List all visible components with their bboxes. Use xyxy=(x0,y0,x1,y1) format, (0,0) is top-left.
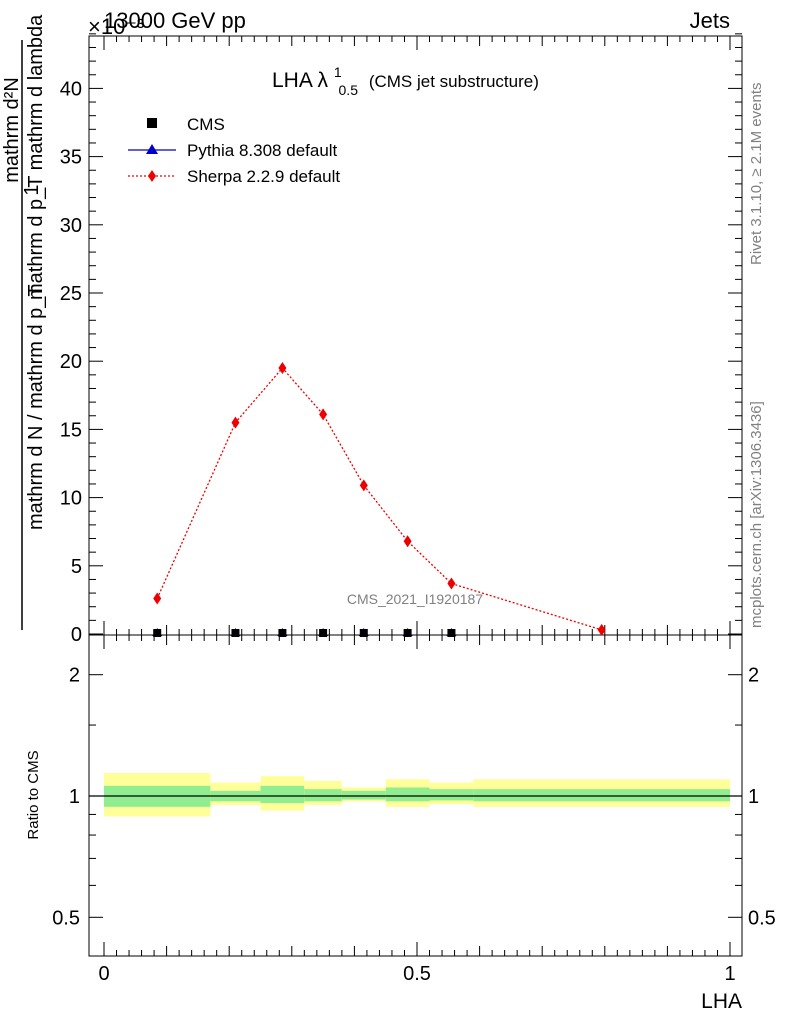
legend-sherpa-label: Sherpa 2.2.9 default xyxy=(187,167,340,186)
band-inner-7 xyxy=(473,789,730,802)
band-inner-4 xyxy=(341,790,386,800)
cms-point xyxy=(319,629,328,637)
ratio-ytick-label-left: 1 xyxy=(69,786,80,808)
ratio-ytick-label-right: 0.5 xyxy=(748,907,776,929)
main-ytick-label: 40 xyxy=(60,78,82,100)
xtick-label: 0.5 xyxy=(403,963,431,985)
cms-point xyxy=(153,629,162,637)
band-inner-3 xyxy=(304,789,342,802)
ylabel-den: mathrm d p_T mathrm d lambda xyxy=(25,14,47,300)
legend-pythia-label: Pythia 8.308 default xyxy=(187,141,338,160)
sherpa-line xyxy=(156,367,602,631)
data-series xyxy=(152,362,606,637)
main-ytick-label: 0 xyxy=(71,624,82,646)
cms-point xyxy=(403,629,412,637)
ratio-bands xyxy=(104,773,730,817)
band-inner-6 xyxy=(429,789,474,801)
sherpa-point xyxy=(447,577,456,590)
watermark: CMS_2021_I1920187 xyxy=(347,591,483,607)
ylabel-num: mathrm d²N xyxy=(1,77,23,183)
axis-ticks: 0 5 10 15 20 25 30 35 40 0 0.5 1 0.5 0.5 1 1 2 2 xyxy=(52,33,776,985)
header-left: 13000 GeV pp xyxy=(104,8,246,33)
ratio-ytick-label-left: 2 xyxy=(69,665,80,687)
ratio-ytick-label-right: 2 xyxy=(748,665,759,687)
cms-point xyxy=(231,629,240,637)
svg-text:LHA λ 1 0.5: LHA λ 1 0.5 (CMS jet substructure) xyxy=(272,59,539,100)
xlabel: LHA xyxy=(701,990,742,1013)
main-ytick-label: 5 xyxy=(71,556,82,578)
legend-cms-marker xyxy=(147,118,157,128)
title-sub: 0.5 xyxy=(339,82,359,98)
cms-point xyxy=(278,629,287,637)
sherpa-point xyxy=(319,408,328,421)
sherpa-point xyxy=(359,479,368,492)
exponent-label: ×10⁻³ xyxy=(88,14,144,39)
xtick-label: 0 xyxy=(98,963,109,985)
main-ytick-label: 35 xyxy=(60,147,82,169)
ratio-ylabel: Ratio to CMS xyxy=(25,750,42,839)
band-inner-5 xyxy=(385,787,430,802)
main-ylabel: 1 mathrm d N / mathrm d p_T mathrm d²N m… xyxy=(1,14,47,630)
sherpa-point xyxy=(597,623,606,636)
title-sup: 1 xyxy=(334,64,342,80)
ratio-ytick-label-left: 0.5 xyxy=(52,907,80,929)
title-main: LHA λ xyxy=(272,69,329,92)
mcplots-label: mcplots.cern.ch [arXiv:1306.3436] xyxy=(748,401,765,628)
cms-point xyxy=(359,629,368,637)
title-tail: (CMS jet substructure) xyxy=(369,72,539,91)
sherpa-point xyxy=(153,592,162,605)
ratio-ytick-label-right: 1 xyxy=(748,786,759,808)
main-ytick-label: 15 xyxy=(60,419,82,441)
sherpa-point xyxy=(278,362,287,375)
main-ytick-label: 30 xyxy=(60,215,82,237)
sherpa-point xyxy=(231,416,240,429)
ylabel-pre-den: mathrm d N / mathrm d p_T xyxy=(25,284,47,530)
ylabel-pre-num: 1 xyxy=(21,184,43,195)
main-ytick-label: 20 xyxy=(60,351,82,373)
sherpa-point xyxy=(403,535,412,548)
plot-title: LHA λ 1 0.5 (CMS jet substructure) xyxy=(272,59,539,100)
legend: CMS Pythia 8.308 default Sherpa 2.2.9 de… xyxy=(128,115,340,186)
band-inner-2 xyxy=(260,785,305,804)
legend-sherpa-marker xyxy=(148,170,156,182)
legend-cms-label: CMS xyxy=(187,115,225,134)
xtick-label: 1 xyxy=(724,963,735,985)
main-ytick-label: 25 xyxy=(60,283,82,305)
main-ytick-label: 10 xyxy=(60,488,82,510)
header-right: Jets xyxy=(690,8,730,33)
legend-pythia-marker xyxy=(146,144,158,154)
cms-point xyxy=(447,629,456,637)
rivet-label: Rivet 3.1.10, ≥ 2.1M events xyxy=(748,83,765,266)
